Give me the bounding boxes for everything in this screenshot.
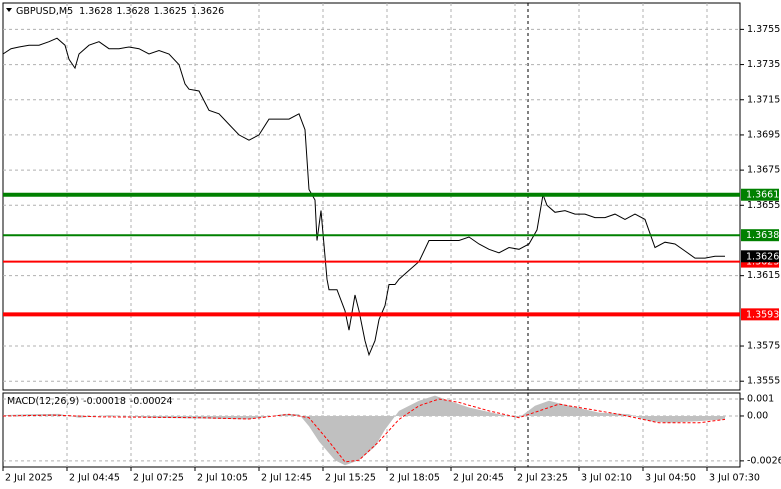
symbol: GBPUSD,M5	[16, 6, 73, 17]
high: 1.3628	[116, 6, 149, 17]
y-tick-label: 1.3695	[747, 129, 780, 140]
macd-histogram	[3, 395, 725, 466]
y-tick-label: -0.00264	[747, 455, 781, 466]
level-label-box	[741, 229, 779, 242]
x-tick-label: 3 Jul 07:30	[709, 473, 760, 484]
y-tick-label: 1.3715	[747, 94, 780, 105]
y-tick-label: 1.3735	[747, 59, 780, 70]
x-tick-label: 2 Jul 12:45	[261, 473, 312, 484]
x-tick-label: 2 Jul 23:25	[517, 473, 568, 484]
x-tick-label: 3 Jul 02:10	[581, 473, 632, 484]
y-tick-label: 0.001	[747, 393, 774, 404]
last-price-box	[741, 250, 779, 263]
x-tick-label: 2 Jul 18:05	[389, 473, 440, 484]
plot: 1.37551.37351.37151.36951.36751.36551.36…	[2, 3, 781, 484]
macd-value: -0.00018	[83, 396, 126, 407]
y-tick-label: 1.3615	[747, 270, 780, 281]
level-label-box	[741, 188, 779, 201]
level-label: 1.3593	[746, 309, 779, 320]
y-tick-label: 1.3575	[747, 341, 780, 352]
low: 1.3625	[154, 6, 187, 17]
header: GBPUSD,M5 1.3628 1.3628 1.3625 1.3626	[16, 6, 224, 17]
macd-header: MACD(12,26,9) -0.00018 -0.00024	[7, 396, 173, 407]
x-tick-label: 2 Jul 20:45	[453, 473, 504, 484]
level-label-box	[741, 308, 779, 321]
macd-title: MACD(12,26,9)	[7, 396, 79, 407]
y-tick-label: 1.3675	[747, 165, 780, 176]
last-price-label: 1.3626	[746, 251, 779, 262]
signal-value: -0.00024	[130, 396, 173, 407]
x-tick-label: 2 Jul 2025	[5, 473, 53, 484]
macd-panel	[2, 392, 741, 468]
x-tick-label: 2 Jul 10:05	[197, 473, 248, 484]
close: 1.3626	[191, 6, 224, 17]
open: 1.3628	[79, 6, 112, 17]
x-tick-label: 2 Jul 15:25	[325, 473, 376, 484]
y-tick-label: 0.00	[747, 410, 768, 421]
level-label: 1.3638	[746, 230, 779, 241]
signal-line	[2, 398, 726, 463]
level-label: 1.3661	[746, 190, 779, 201]
y-tick-label: 1.3755	[747, 24, 780, 35]
x-tick-label: 3 Jul 04:50	[645, 473, 696, 484]
y-tick-label: 1.3555	[747, 376, 780, 387]
y-tick-label: 1.3655	[747, 200, 780, 211]
x-tick-label: 2 Jul 04:45	[69, 473, 120, 484]
collapse-icon	[6, 8, 12, 12]
x-tick-label: 2 Jul 07:25	[133, 473, 184, 484]
